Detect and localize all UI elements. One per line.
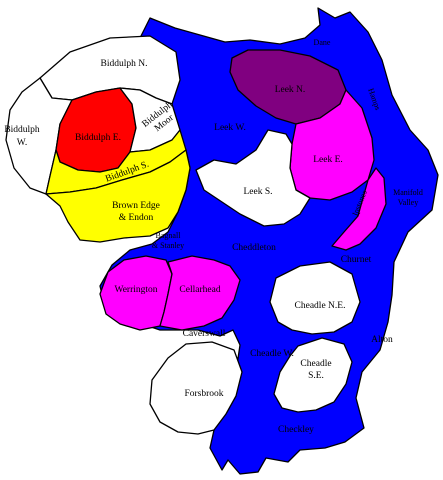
- ward-leek-e: [289, 89, 375, 201]
- label-cheadle-ne: Cheadle N.E.: [295, 301, 346, 311]
- ward-brown-edge-endon: [45, 149, 191, 243]
- ward-leek-s: [195, 129, 311, 227]
- label-biddulph-e: Biddulph E.: [75, 133, 121, 143]
- label-cellarhead: Cellarhead: [179, 285, 220, 295]
- label-cheadle-se-line1: Cheadle: [300, 359, 331, 369]
- ward-ipstones: [331, 167, 387, 251]
- label-cheadle-w: Cheadle W.: [250, 349, 294, 359]
- label-brown-edge-line2: & Endon: [119, 213, 154, 223]
- label-leek-e: Leek E.: [313, 155, 343, 165]
- label-leek-w: Leek W.: [214, 123, 246, 133]
- label-biddulph-w-line2: W.: [17, 138, 27, 148]
- label-bagnall-line1: Bagnall: [156, 231, 182, 240]
- label-biddulph-n: Biddulph N.: [101, 59, 148, 69]
- label-leek-s: Leek S.: [243, 187, 272, 197]
- label-cheadle-se-line2: S.E.: [308, 371, 324, 381]
- label-checkley: Checkley: [278, 425, 314, 435]
- label-manifold-line2: Valley: [398, 198, 418, 207]
- label-leek-n: Leek N.: [275, 85, 306, 95]
- label-dane: Dane: [314, 38, 331, 47]
- label-biddulph-w-line1: Biddulph: [4, 125, 40, 135]
- ward-cheadle-ne: [269, 261, 361, 335]
- label-bagnall-line2: & Stanley: [152, 241, 184, 250]
- label-cheddleton: Cheddleton: [232, 243, 276, 253]
- ward-cellarhead: [159, 255, 241, 331]
- label-manifold-line1: Manifold: [393, 188, 423, 197]
- label-alton: Alton: [371, 335, 393, 345]
- label-forsbrook: Forsbrook: [184, 389, 223, 399]
- ward-forsbrook: [149, 341, 243, 435]
- ward-cheadle-se: [273, 337, 353, 413]
- label-brown-edge-line1: Brown Edge: [112, 201, 160, 211]
- label-werrington: Werrington: [114, 285, 157, 295]
- label-caverswall: Caverswall: [183, 329, 226, 339]
- label-churnet: Churnet: [341, 255, 372, 265]
